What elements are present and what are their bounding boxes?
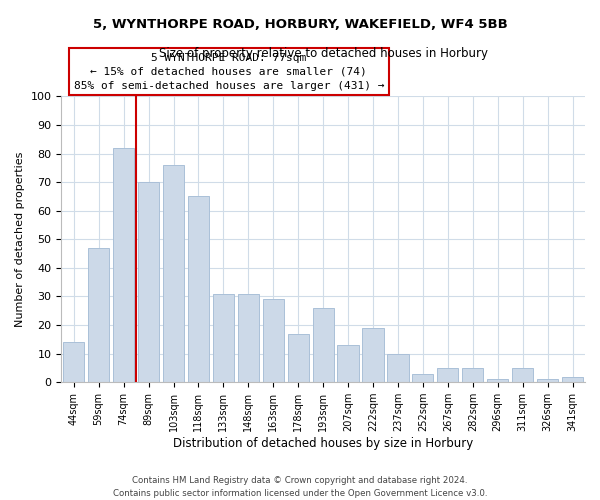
Bar (412, 374, 433, 382)
Bar (512, 368, 533, 382)
Bar (537, 380, 558, 382)
Text: 5, WYNTHORPE ROAD, HORBURY, WAKEFIELD, WF4 5BB: 5, WYNTHORPE ROAD, HORBURY, WAKEFIELD, W… (92, 18, 508, 30)
Bar (63, 342, 85, 382)
Bar (362, 328, 383, 382)
Bar (462, 368, 484, 382)
Text: Contains HM Land Registry data © Crown copyright and database right 2024.
Contai: Contains HM Land Registry data © Crown c… (113, 476, 487, 498)
Bar (138, 182, 159, 382)
Text: 5 WYNTHORPE ROAD: 77sqm
← 15% of detached houses are smaller (74)
85% of semi-de: 5 WYNTHORPE ROAD: 77sqm ← 15% of detache… (74, 52, 384, 90)
Bar (213, 294, 234, 382)
Bar (163, 165, 184, 382)
X-axis label: Distribution of detached houses by size in Horbury: Distribution of detached houses by size … (173, 437, 473, 450)
Bar (287, 334, 309, 382)
Bar (562, 376, 583, 382)
Bar (113, 148, 134, 382)
Bar (88, 248, 109, 382)
Bar (313, 308, 334, 382)
Bar (437, 368, 458, 382)
Bar (487, 380, 508, 382)
Bar (388, 354, 409, 382)
Bar (188, 196, 209, 382)
Title: Size of property relative to detached houses in Horbury: Size of property relative to detached ho… (158, 48, 488, 60)
Bar (337, 345, 359, 382)
Bar (238, 294, 259, 382)
Bar (263, 300, 284, 382)
Y-axis label: Number of detached properties: Number of detached properties (15, 152, 25, 327)
